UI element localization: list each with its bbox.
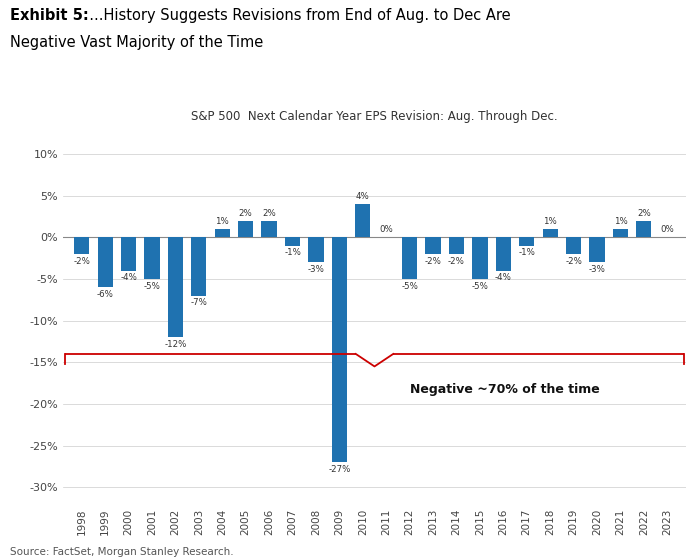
Text: -27%: -27%: [328, 465, 351, 474]
Text: -4%: -4%: [120, 273, 137, 282]
Text: 0%: 0%: [660, 225, 674, 234]
Bar: [519, 237, 534, 245]
Text: -2%: -2%: [425, 257, 442, 266]
Text: Negative Vast Majority of the Time: Negative Vast Majority of the Time: [10, 35, 264, 50]
Text: -3%: -3%: [307, 265, 324, 274]
Bar: [473, 237, 487, 279]
Bar: [496, 237, 511, 270]
Bar: [121, 237, 136, 270]
Bar: [636, 221, 652, 237]
Bar: [589, 237, 605, 262]
Title: S&P 500  Next Calendar Year EPS Revision: Aug. Through Dec.: S&P 500 Next Calendar Year EPS Revision:…: [191, 110, 558, 123]
Text: -5%: -5%: [144, 282, 160, 291]
Bar: [402, 237, 417, 279]
Bar: [426, 237, 441, 254]
Text: -3%: -3%: [589, 265, 606, 274]
Text: 1%: 1%: [613, 217, 627, 226]
Text: 2%: 2%: [239, 208, 253, 218]
Text: Exhibit 5:: Exhibit 5:: [10, 8, 90, 24]
Bar: [355, 204, 370, 237]
Text: -1%: -1%: [518, 249, 536, 258]
Text: -5%: -5%: [472, 282, 489, 291]
Bar: [612, 229, 628, 237]
Bar: [238, 221, 253, 237]
Bar: [262, 221, 276, 237]
Bar: [97, 237, 113, 287]
Text: 2%: 2%: [262, 208, 276, 218]
Bar: [332, 237, 347, 463]
Text: 4%: 4%: [356, 192, 370, 201]
Text: -1%: -1%: [284, 249, 301, 258]
Text: -12%: -12%: [164, 340, 187, 349]
Text: -2%: -2%: [74, 257, 90, 266]
Bar: [215, 229, 230, 237]
Text: -7%: -7%: [190, 298, 207, 307]
Bar: [308, 237, 323, 262]
Bar: [144, 237, 160, 279]
Text: -4%: -4%: [495, 273, 512, 282]
Text: 2%: 2%: [637, 208, 651, 218]
Text: 1%: 1%: [543, 217, 557, 226]
Bar: [566, 237, 581, 254]
Text: 1%: 1%: [216, 217, 229, 226]
Text: Negative ~70% of the time: Negative ~70% of the time: [410, 383, 599, 396]
Text: ...History Suggests Revisions from End of Aug. to Dec Are: ...History Suggests Revisions from End o…: [80, 8, 511, 24]
Bar: [285, 237, 300, 245]
Bar: [542, 229, 558, 237]
Text: -2%: -2%: [565, 257, 582, 266]
Bar: [74, 237, 90, 254]
Bar: [191, 237, 206, 296]
Text: 0%: 0%: [379, 225, 393, 234]
Text: -6%: -6%: [97, 290, 113, 299]
Text: -5%: -5%: [401, 282, 418, 291]
Text: -2%: -2%: [448, 257, 465, 266]
Bar: [449, 237, 464, 254]
Bar: [168, 237, 183, 337]
Text: Source: FactSet, Morgan Stanley Research.: Source: FactSet, Morgan Stanley Research…: [10, 547, 234, 557]
